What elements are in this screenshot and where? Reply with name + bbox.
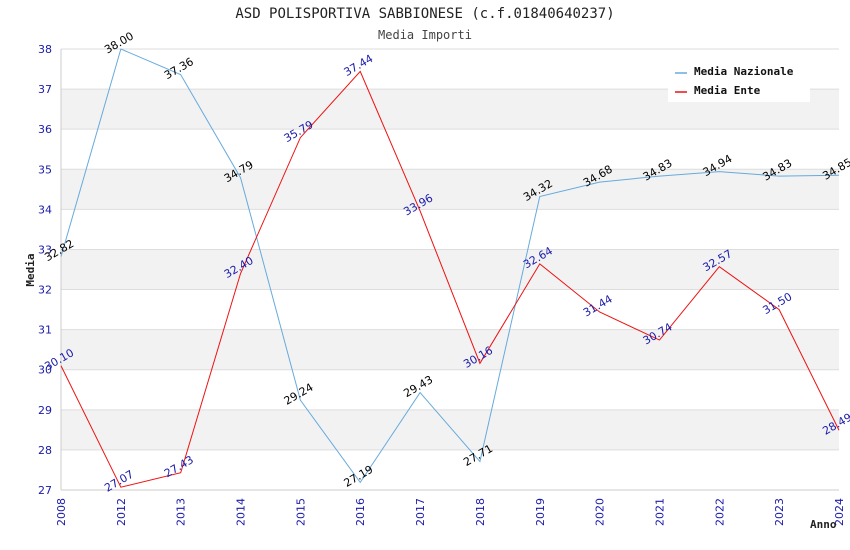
axes — [60, 49, 839, 491]
x-tick-label: 2022 — [713, 498, 726, 526]
legend: Media Nazionale Media Ente — [668, 60, 810, 102]
x-tick-label: 2008 — [55, 498, 68, 526]
x-tick-label: 2013 — [175, 498, 188, 526]
data-label: 37.44 — [342, 52, 376, 79]
legend-label-media-nazionale: Media Nazionale — [694, 65, 794, 78]
y-axis-ticks: 27 28 29 30 31 32 33 34 35 36 37 38 — [38, 43, 52, 497]
y-tick-label: 31 — [38, 324, 52, 337]
y-tick-label: 32 — [38, 284, 52, 297]
data-label: 27.43 — [162, 453, 196, 480]
data-label: 37.36 — [162, 55, 196, 82]
chart-title: ASD POLISPORTIVA SABBIONESE (c.f.0184064… — [235, 6, 614, 22]
y-tick-label: 28 — [38, 444, 52, 457]
data-label: 38.00 — [102, 29, 136, 56]
x-axis-ticks: 2008 2012 2013 2014 2015 2016 2017 2018 2019 2020… — [55, 498, 846, 526]
data-label: 31.50 — [761, 290, 795, 317]
grid-band — [61, 409, 839, 450]
x-tick-label: 2015 — [294, 498, 307, 526]
x-tick-label: 2014 — [235, 498, 248, 526]
x-tick-label: 2017 — [414, 498, 427, 526]
x-tick-label: 2018 — [474, 498, 487, 526]
chart-subtitle: Media Importi — [378, 28, 472, 42]
data-label: 29.24 — [282, 381, 316, 408]
x-tick-label: 2021 — [653, 498, 666, 526]
x-tick-label: 2016 — [354, 498, 367, 526]
grid-band — [61, 169, 839, 210]
legend-box — [668, 60, 810, 102]
y-tick-label: 38 — [38, 43, 52, 56]
grid-band — [61, 329, 839, 370]
grid-band — [61, 249, 839, 290]
y-tick-label: 27 — [38, 484, 52, 497]
x-tick-label: 2023 — [773, 498, 786, 526]
grid-bands — [61, 48, 839, 491]
x-axis-label: Anno — [810, 518, 837, 531]
x-tick-label: 2024 — [833, 498, 846, 526]
data-label: 27.07 — [102, 468, 136, 495]
x-tick-label: 2012 — [115, 498, 128, 526]
y-tick-label: 29 — [38, 404, 52, 417]
y-tick-label: 30 — [38, 364, 52, 377]
y-tick-label: 34 — [38, 203, 52, 216]
series-line-media-nazionale — [60, 48, 840, 484]
data-label: 27.19 — [342, 463, 376, 490]
y-tick-label: 36 — [38, 123, 52, 136]
y-tick-label: 37 — [38, 83, 52, 96]
y-tick-label: 35 — [38, 163, 52, 176]
legend-label-media-ente: Media Ente — [694, 84, 761, 97]
x-tick-label: 2019 — [534, 498, 547, 526]
y-axis-label: Media — [24, 253, 37, 286]
y-tick-label: 33 — [38, 243, 52, 256]
x-tick-label: 2020 — [594, 498, 607, 526]
series-lines — [60, 48, 840, 488]
data-label: 31.44 — [581, 292, 615, 319]
series-line-media-ente — [60, 70, 840, 488]
